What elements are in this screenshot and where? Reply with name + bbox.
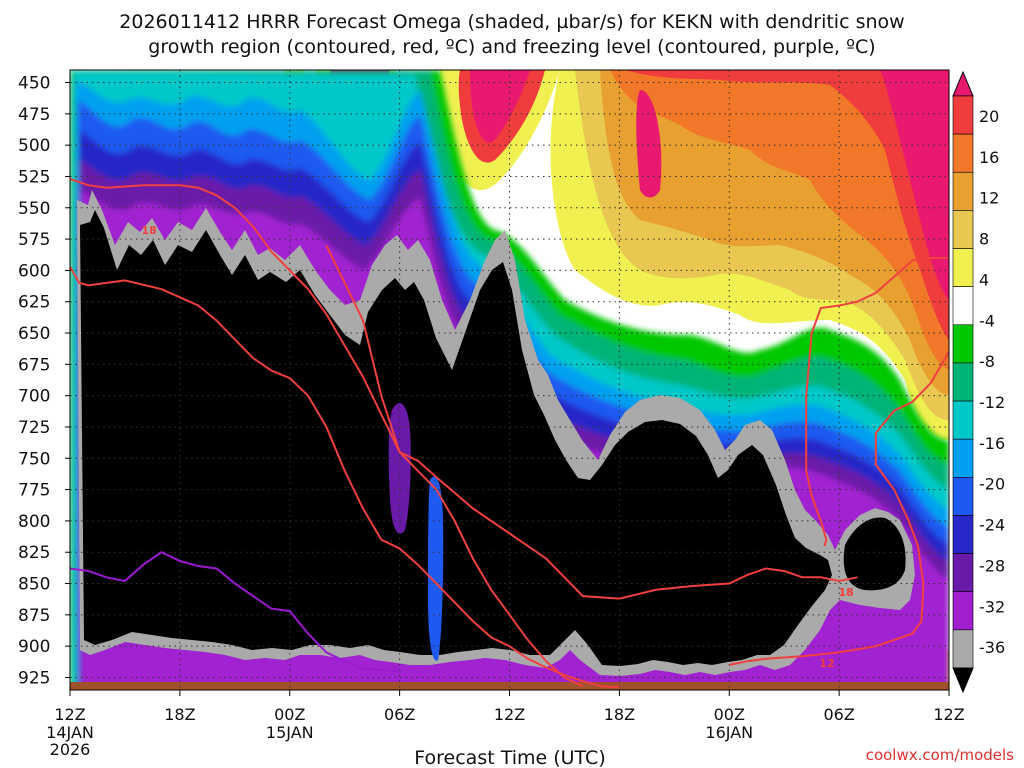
y-tick-label: 575 [18, 230, 50, 250]
colorbar-label: 8 [979, 230, 989, 249]
colorbar-bin [952, 477, 974, 516]
colorbar-label: -16 [979, 434, 1005, 453]
x-tick-label: 00Z [714, 705, 745, 724]
y-tick-label: 875 [18, 606, 50, 626]
colorbar-bin [952, 591, 974, 631]
x-tick-date-label: 14JAN [46, 723, 94, 742]
x-tick-label: 12Z [54, 705, 85, 724]
y-tick-label: 925 [18, 668, 50, 688]
x-tick-label: 18Z [164, 705, 195, 724]
colorbar-label: 12 [979, 189, 999, 208]
colorbar-top-arrow [952, 70, 974, 97]
colorbar-bin [952, 171, 974, 211]
omega-shaded-field [70, 70, 949, 690]
chart-title-line1: 2026011412 HRRR Forecast Omega (shaded, … [119, 11, 904, 33]
y-tick-label: 550 [18, 199, 50, 219]
colorbar-label: -24 [979, 516, 1005, 535]
x-tick-year-label: 2026 [50, 740, 91, 759]
x-tick-label: 00Z [274, 705, 305, 724]
y-axis: 450 475 500 525 550 575 600 625 650 675 700 725 750 7… [18, 74, 70, 688]
colorbar-bin [952, 400, 974, 440]
colorbar-bottom-arrow [952, 667, 974, 694]
colorbar-label: -4 [979, 311, 995, 330]
y-tick-label: 900 [18, 637, 50, 657]
y-tick-label: 700 [18, 387, 50, 407]
credit-text: coolwx.com/models [866, 746, 1014, 764]
colorbar-bin [952, 133, 974, 173]
contour-dgz-upper-red [70, 178, 584, 688]
colorbar-label: 20 [979, 107, 999, 126]
y-tick-label: 500 [18, 136, 50, 156]
colorbar-label: 4 [979, 270, 989, 289]
contour-labels: 18 12 18 [141, 224, 853, 670]
contour-label-dgz-18-left: 18 [141, 224, 156, 237]
colorbar-label: -32 [979, 597, 1005, 616]
colorbar-label: -28 [979, 556, 1005, 575]
x-tick-date-label: 16JAN [705, 723, 753, 742]
colorbar-bin [952, 629, 974, 669]
contour-dgz-right-red [805, 256, 949, 547]
colorbar-bin [952, 324, 974, 364]
contour-label-dgz-18-right: 18 [838, 586, 853, 599]
colorbar-label: -36 [979, 638, 1005, 657]
colorbar-bin [952, 438, 974, 478]
x-tick-date-label: 15JAN [266, 723, 314, 742]
contour-lines [70, 178, 949, 689]
colorbar-bin [952, 95, 974, 135]
y-tick-label: 850 [18, 575, 50, 595]
y-tick-label: 800 [18, 512, 50, 532]
x-tick-label: 18Z [604, 705, 635, 724]
colorbar-bin [952, 553, 974, 593]
colorbar-bin [952, 515, 974, 554]
contour-label-dgz-12-right: 12 [819, 657, 834, 670]
contour-dgz-right-low-red [729, 351, 949, 666]
y-tick-label: 600 [18, 261, 50, 281]
colorbar-bin [952, 362, 974, 402]
gridlines [70, 70, 949, 690]
contour-freezing-purple [70, 551, 400, 673]
x-tick-label: 12Z [494, 705, 525, 724]
y-tick-label: 825 [18, 543, 50, 563]
colorbar-label: -20 [979, 475, 1005, 494]
colorbar-label: -12 [979, 393, 1005, 412]
y-tick-label: 450 [18, 74, 50, 94]
y-tick-label: 675 [18, 355, 50, 375]
y-tick-label: 750 [18, 449, 50, 469]
chart-title-line2: growth region (contoured, red, ºC) and f… [148, 36, 875, 58]
x-tick-label: 06Z [384, 705, 415, 724]
colorbar-label: -8 [979, 352, 995, 371]
y-tick-label: 475 [18, 105, 50, 125]
x-axis-label: Forecast Time (UTC) [414, 747, 605, 768]
y-tick-label: 650 [18, 324, 50, 344]
colorbar: 20 16 12 8 4 -4 -8 -12 -16 -20 -24 -28 -32 -36 [952, 70, 1005, 694]
contour-dgz-lower-red [70, 266, 620, 689]
contour-dgz-mid-red [325, 244, 858, 600]
colorbar-label: 16 [979, 148, 999, 167]
x-tick-label: 12Z [933, 705, 964, 724]
colorbar-bin [952, 286, 974, 326]
colorbar-bin [952, 210, 974, 249]
colorbar-bin [952, 248, 974, 287]
y-tick-label: 725 [18, 418, 50, 438]
y-tick-label: 525 [18, 167, 50, 187]
x-tick-label: 06Z [823, 705, 854, 724]
y-tick-label: 775 [18, 481, 50, 501]
y-tick-label: 625 [18, 293, 50, 313]
